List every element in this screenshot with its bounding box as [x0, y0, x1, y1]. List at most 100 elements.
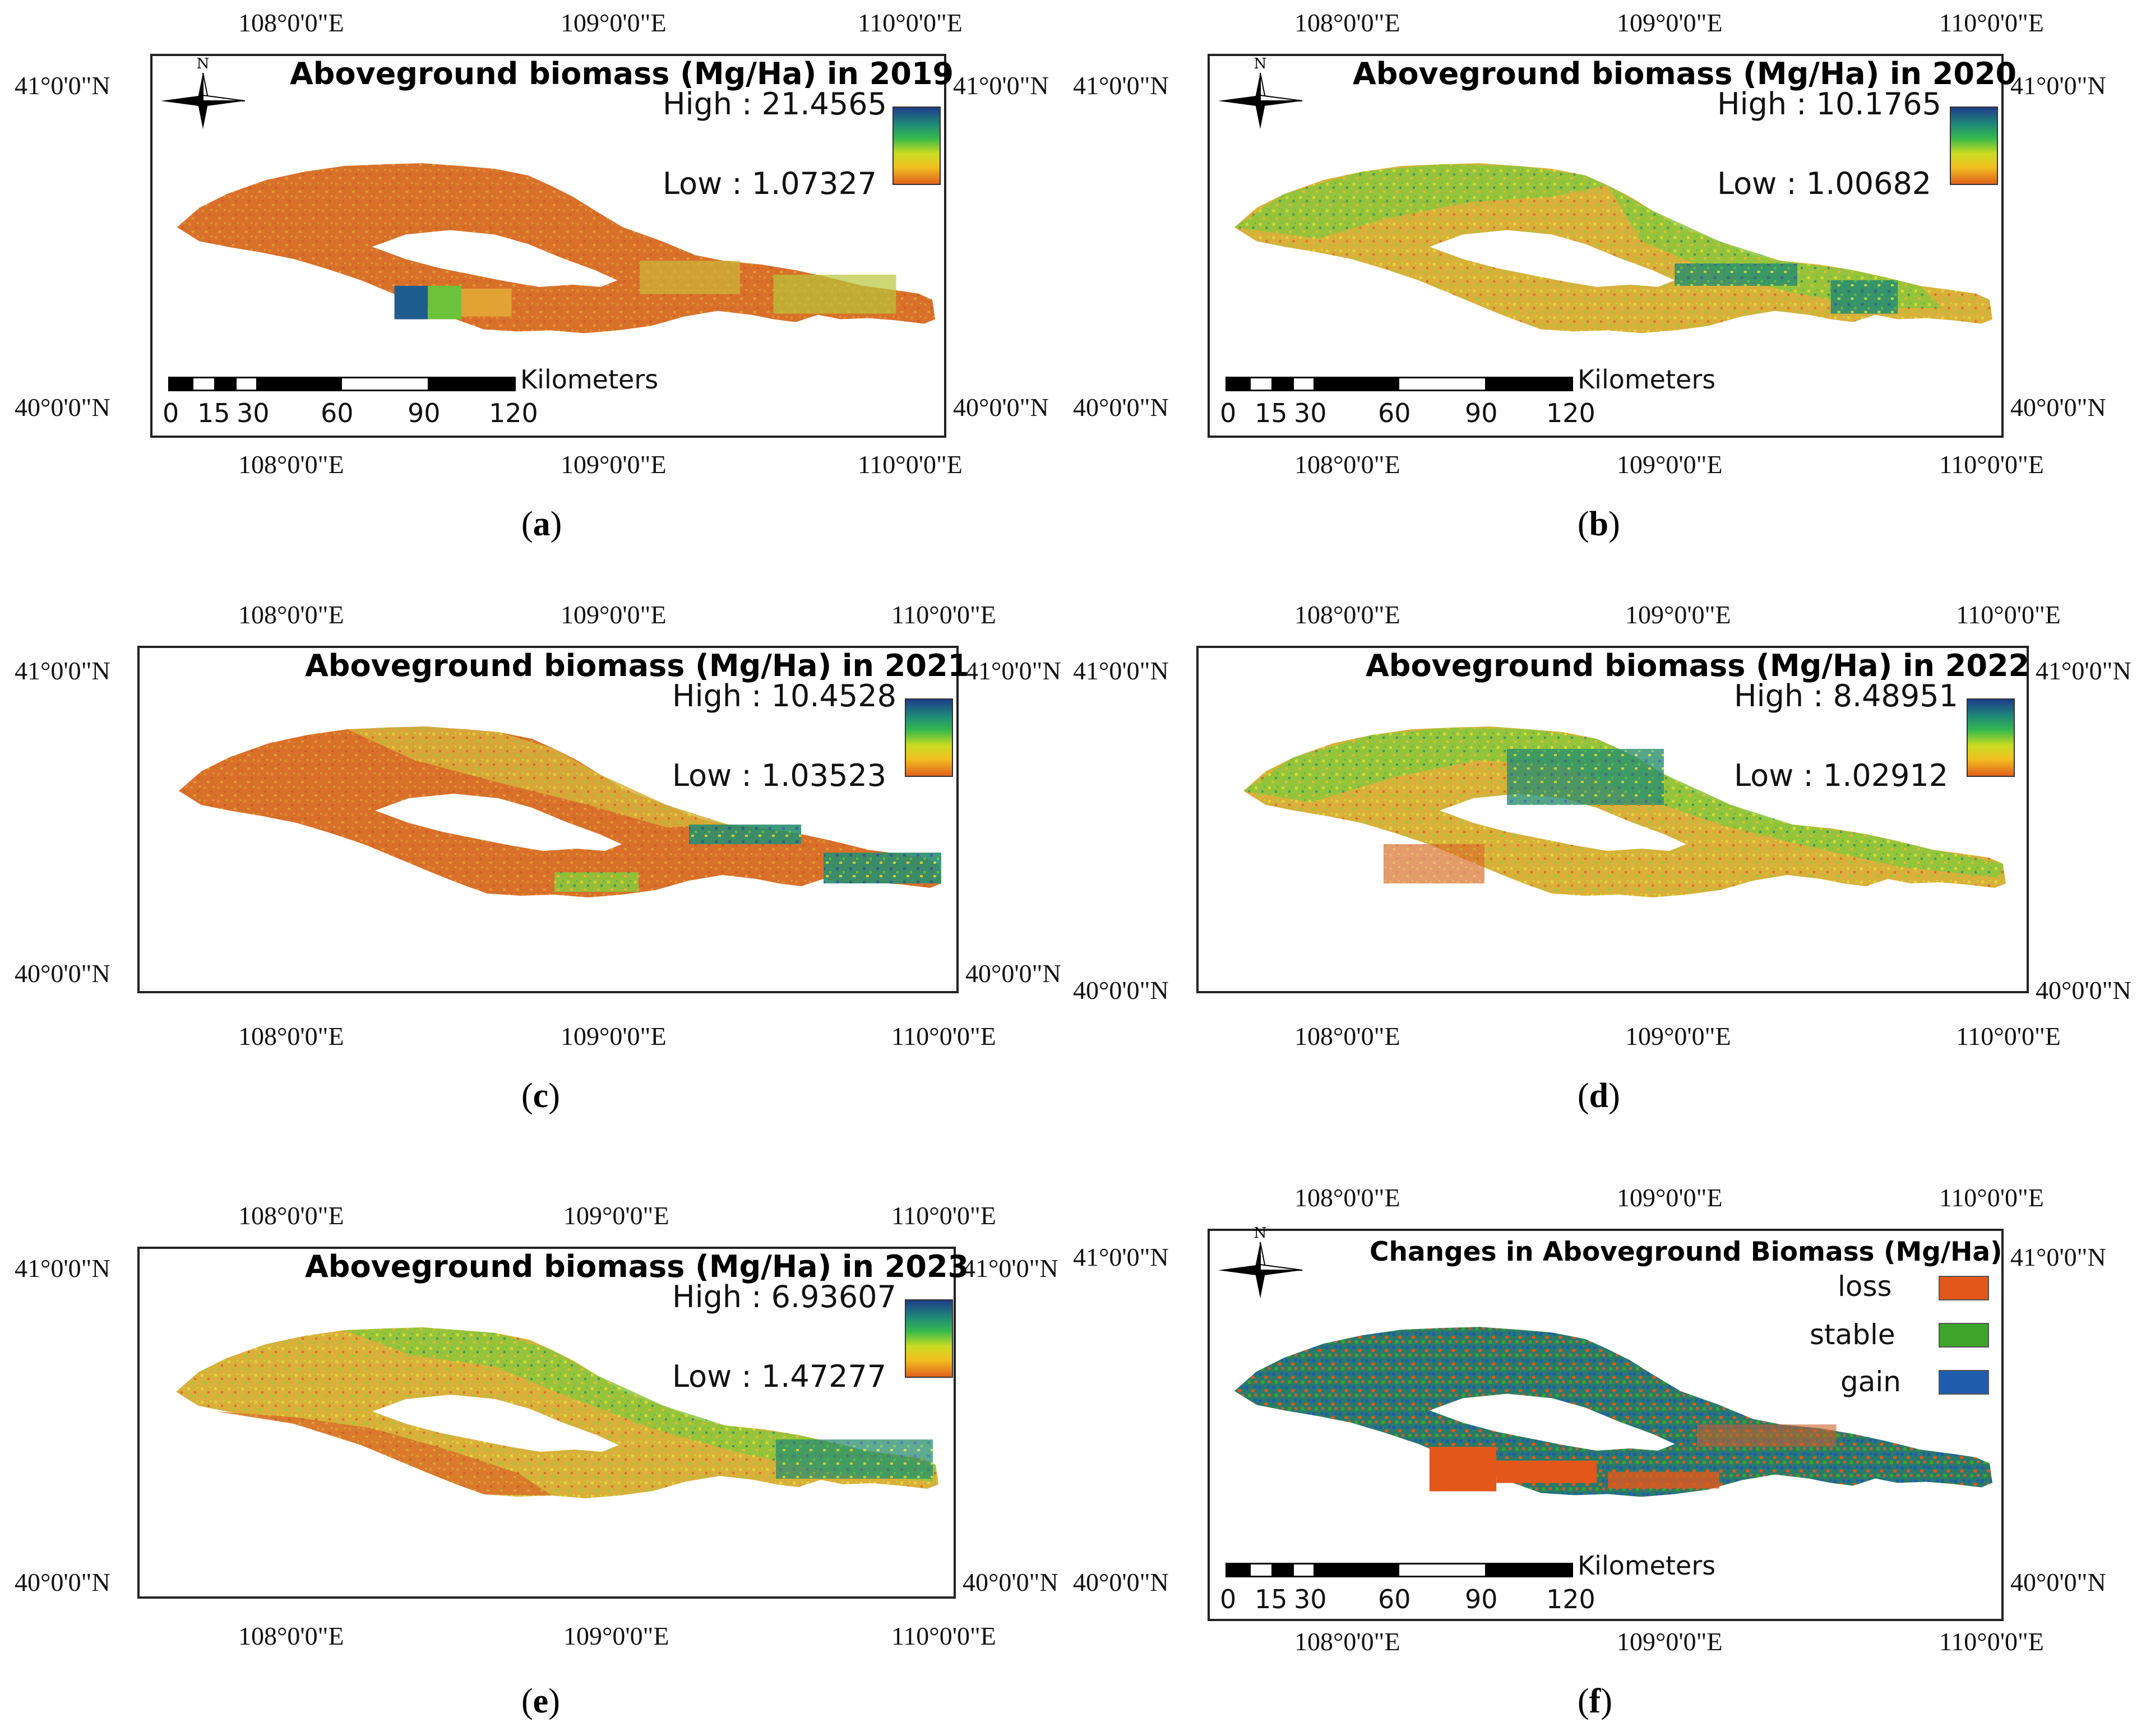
lat-right-bottom: 40°0'0"N	[963, 1568, 1058, 1596]
lon-top-2: 109°0'0"E	[561, 600, 667, 629]
lat-left-bottom: 40°0'0"N	[15, 1568, 110, 1596]
panel-label: (a)	[521, 505, 562, 543]
lon-top-1: 108°0'0"E	[238, 1201, 344, 1230]
panel-f: 108°0'0"E 109°0'0"E 110°0'0"E Changes in…	[1073, 1166, 2146, 1736]
legend-high: High : 10.4528	[672, 678, 896, 714]
legend-low: Low : 1.07327	[663, 166, 877, 201]
panel-a: 108°0'0"E 109°0'0"E 110°0'0"E Abovegroun…	[0, 0, 1073, 561]
biomass-map-2023	[176, 1327, 938, 1498]
panel-label: (f)	[1578, 1682, 1612, 1720]
lat-right-bottom: 40°0'0"N	[953, 393, 1049, 422]
lon-bottom-2: 109°0'0"E	[1617, 1627, 1723, 1656]
lat-left-bottom: 40°0'0"N	[15, 959, 110, 988]
scale-tick-90: 90	[408, 398, 441, 428]
map-frame: Aboveground biomass (Mg/Ha) in 2020 High…	[1208, 54, 2016, 438]
lon-bottom-3: 110°0'0"E	[891, 1622, 996, 1650]
lon-bottom-3: 110°0'0"E	[858, 450, 963, 479]
lat-right-top: 41°0'0"N	[2010, 71, 2106, 100]
map-title: Aboveground biomass (Mg/Ha) in 2023	[305, 1249, 969, 1284]
legend-high: High : 8.48951	[1734, 678, 1958, 714]
lat-left-top: 41°0'0"N	[15, 656, 110, 685]
lon-top-3: 110°0'0"E	[891, 600, 996, 629]
lon-top-2: 109°0'0"E	[561, 8, 667, 37]
map-title: Aboveground biomass (Mg/Ha) in 2020	[1353, 56, 2017, 91]
lat-left-top: 41°0'0"N	[1073, 656, 1169, 685]
lon-bottom-1: 108°0'0"E	[1294, 1627, 1400, 1656]
lon-bottom-2: 109°0'0"E	[1625, 1022, 1731, 1050]
scale-tick-30: 30	[1294, 398, 1327, 428]
scale-tick-120: 120	[489, 398, 538, 428]
lon-bottom-2: 109°0'0"E	[563, 1622, 669, 1650]
scale-bar	[168, 377, 516, 391]
lat-left-top: 41°0'0"N	[1073, 1243, 1169, 1271]
map-title: Aboveground biomass (Mg/Ha) in 2021	[305, 648, 969, 683]
map-title: Aboveground biomass (Mg/Ha) in 2019	[290, 56, 954, 91]
lon-top-2: 109°0'0"E	[1625, 600, 1731, 629]
lat-right-top: 41°0'0"N	[953, 71, 1049, 100]
legend-high: High : 6.93607	[672, 1279, 896, 1314]
legend-loss-swatch	[1939, 1276, 1989, 1300]
lat-left-bottom: 40°0'0"N	[1073, 1568, 1169, 1596]
north-arrow-icon: N	[158, 55, 248, 143]
legend-loss-label: loss	[1838, 1270, 1892, 1303]
lon-bottom-2: 109°0'0"E	[1617, 450, 1723, 479]
lon-top-3: 110°0'0"E	[1956, 600, 2061, 629]
lat-right-top: 41°0'0"N	[2036, 656, 2131, 685]
north-arrow-icon: N	[1215, 1225, 1305, 1312]
map-title: Changes in Aboveground Biomass (Mg/Ha)	[1370, 1237, 2002, 1267]
scale-tick-60: 60	[321, 398, 354, 428]
lon-top-3: 110°0'0"E	[858, 8, 963, 37]
lon-bottom-1: 108°0'0"E	[238, 1622, 344, 1650]
legend-low: Low : 1.03523	[672, 758, 887, 793]
lat-left-top: 41°0'0"N	[15, 1254, 110, 1283]
lat-right-bottom: 40°0'0"N	[2010, 1568, 2106, 1596]
lon-top-1: 108°0'0"E	[1294, 8, 1400, 37]
legend-colorbar	[892, 107, 941, 185]
scale-tick-15: 15	[197, 398, 230, 428]
scale-tick-30: 30	[237, 398, 270, 428]
lon-bottom-1: 108°0'0"E	[1294, 450, 1400, 479]
north-label: N	[1254, 56, 1267, 72]
legend-stable-swatch	[1939, 1323, 1989, 1348]
map-title: Aboveground biomass (Mg/Ha) in 2022	[1366, 648, 2030, 683]
lon-bottom-1: 108°0'0"E	[1294, 1022, 1400, 1050]
map-frame: Aboveground biomass (Mg/Ha) in 2022 High…	[1196, 646, 2029, 993]
panel-label: (e)	[521, 1682, 560, 1720]
lon-bottom-2: 109°0'0"E	[561, 450, 667, 479]
north-arrow-icon: N	[1215, 55, 1305, 143]
legend-high: High : 21.4565	[663, 86, 887, 122]
panel-label: (c)	[521, 1077, 560, 1115]
biomass-map-2019	[177, 163, 936, 334]
scale-tick-0: 0	[163, 398, 179, 428]
legend-gain-swatch	[1939, 1370, 1989, 1395]
lat-left-bottom: 40°0'0"N	[1073, 976, 1169, 1004]
lat-right-bottom: 40°0'0"N	[2010, 393, 2106, 422]
scale-tick-60: 60	[1378, 1584, 1411, 1614]
lon-bottom-3: 110°0'0"E	[891, 1022, 996, 1050]
scale-tick-15: 15	[1255, 398, 1288, 428]
lon-top-1: 108°0'0"E	[238, 600, 344, 629]
scale-unit: Kilometers	[520, 364, 659, 395]
map-frame: Changes in Aboveground Biomass (Mg/Ha) l…	[1208, 1225, 2004, 1621]
lat-right-top: 41°0'0"N	[2010, 1243, 2106, 1271]
legend-low: Low : 1.47277	[672, 1359, 887, 1394]
lat-right-top: 41°0'0"N	[963, 1254, 1058, 1283]
scale-tick-15: 15	[1255, 1584, 1288, 1614]
lat-right-bottom: 40°0'0"N	[965, 959, 1061, 988]
lat-left-top: 41°0'0"N	[15, 71, 110, 100]
panel-d: 108°0'0"E 109°0'0"E 110°0'0"E Abovegroun…	[1073, 583, 2146, 1144]
lon-top-1: 108°0'0"E	[1294, 1183, 1400, 1212]
biomass-map-2022	[1243, 726, 2006, 897]
lon-top-2: 109°0'0"E	[1617, 1183, 1723, 1212]
lat-left-top: 41°0'0"N	[1073, 71, 1169, 100]
panel-label: (d)	[1578, 1077, 1620, 1115]
biomass-change-map	[1234, 1327, 1993, 1497]
legend-colorbar	[905, 1299, 953, 1378]
scale-tick-120: 120	[1546, 1584, 1595, 1614]
legend-stable-label: stable	[1810, 1318, 1895, 1351]
lon-top-2: 109°0'0"E	[563, 1201, 669, 1230]
lon-bottom-3: 110°0'0"E	[1956, 1022, 2061, 1050]
legend-colorbar	[1950, 107, 1998, 185]
legend-gain-label: gain	[1840, 1365, 1901, 1398]
lon-top-3: 110°0'0"E	[1939, 1183, 2044, 1212]
